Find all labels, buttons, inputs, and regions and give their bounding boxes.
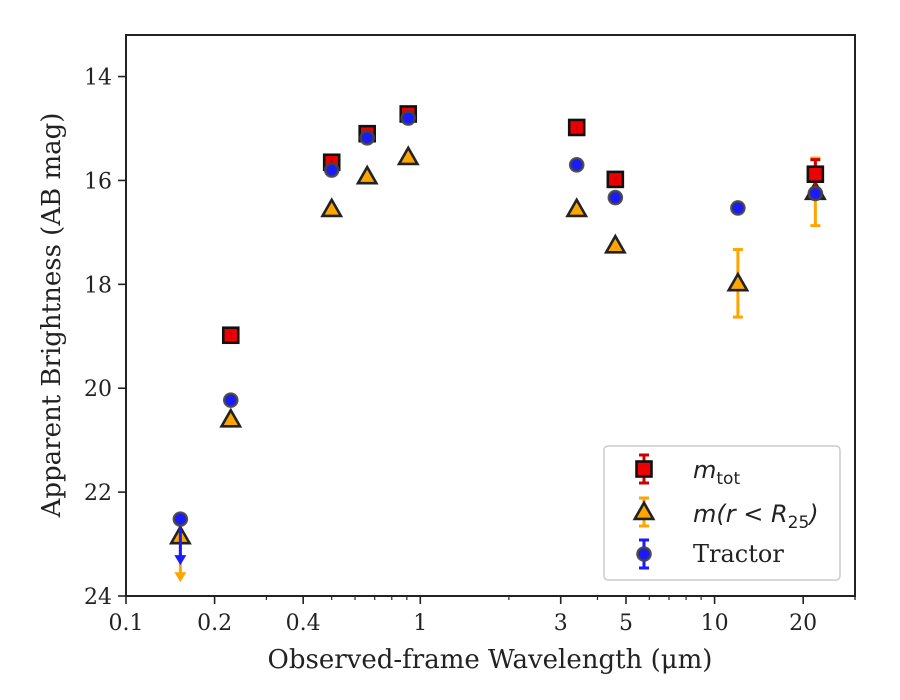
upper-limit-arrow-m-r25-head [174,572,187,583]
x-tick-label: 5 [619,611,633,636]
x-tick-label: 10 [701,611,729,636]
y-axis-title: Apparent Brightness (AB mag) [37,113,67,519]
y-tick-label: 24 [84,585,112,610]
legend-marker-tractor [636,546,652,562]
x-tick-label: 0.4 [286,611,321,636]
plot-frame [125,34,856,597]
legend: mtot m(r < R25) Tractor [603,445,841,581]
legend-frame [603,445,841,581]
legend-marker-m-tot [635,460,653,478]
y-tick-label: 14 [84,66,112,91]
x-tick-label: 1 [413,611,427,636]
legend-label-tractor: Tractor [693,540,784,568]
y-tick-label: 16 [84,169,112,194]
data-point-m-tot [806,165,825,184]
y-tick-label: 18 [84,273,112,298]
x-tick-label: 0.1 [109,611,144,636]
x-tick-label: 3 [554,611,568,636]
x-axis-title: Observed-frame Wavelength (μm) [268,645,713,675]
legend-label-m-tot: mtot [693,456,740,489]
upper-limit-arrow-tractor-head [174,555,187,566]
y-tick-label: 20 [84,377,112,402]
x-tick-label: 20 [789,611,817,636]
data-point-m-r25 [726,271,750,292]
x-tick-label: 0.2 [197,611,232,636]
legend-marker-m-r25 [632,500,656,521]
legend-label-m-r25: m(r < R25) [693,500,819,533]
y-tick-label: 22 [84,481,112,506]
